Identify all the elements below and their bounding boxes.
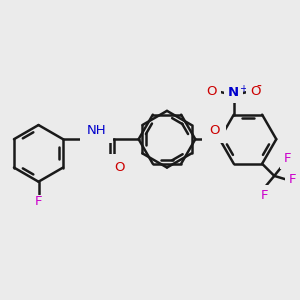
Text: N: N [228, 86, 239, 99]
Text: O: O [114, 161, 124, 174]
Text: O: O [250, 85, 260, 98]
Text: -: - [257, 80, 262, 94]
Text: NH: NH [87, 124, 106, 136]
Text: O: O [209, 124, 219, 136]
Text: F: F [260, 189, 268, 203]
Text: F: F [35, 194, 42, 208]
Text: O: O [206, 85, 217, 98]
Text: F: F [289, 173, 297, 186]
Text: +: + [239, 84, 247, 94]
Text: F: F [284, 152, 291, 165]
